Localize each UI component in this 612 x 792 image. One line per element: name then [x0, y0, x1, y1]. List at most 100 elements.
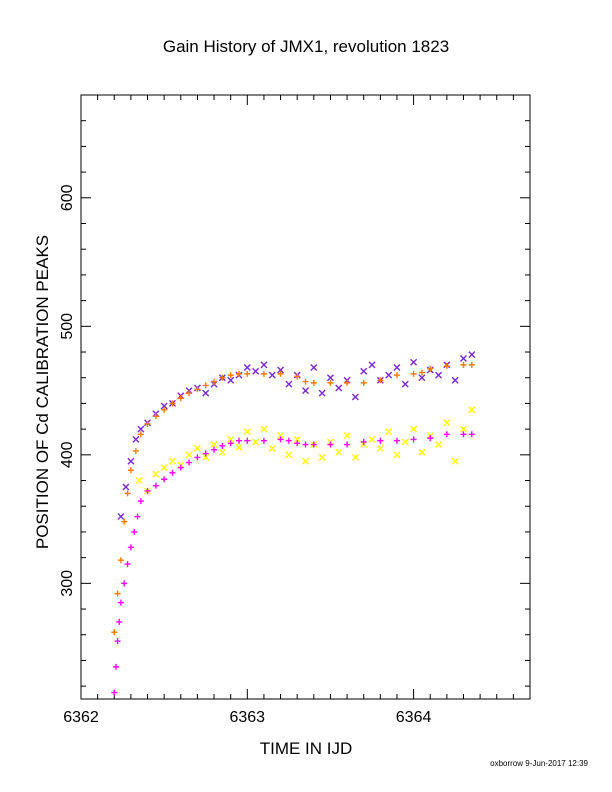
series-3-point [443, 419, 451, 427]
series-3-point [393, 451, 401, 459]
series-1-point [385, 371, 393, 379]
series-2-point [132, 447, 139, 454]
series-2-point [443, 363, 450, 370]
series-4-point [114, 638, 121, 645]
series-1-point [268, 371, 276, 379]
series-4-point [244, 437, 251, 444]
series-1-point [418, 374, 426, 382]
series-2-point [194, 386, 201, 393]
series-3-point [318, 453, 326, 461]
series-3-point [351, 453, 359, 461]
x-axis-label: TIME IN IJD [260, 739, 353, 758]
series-1-point [122, 483, 130, 491]
series-4-point [127, 544, 134, 551]
series-1-point [410, 358, 418, 366]
series-2-point [121, 518, 128, 525]
series-1-point [351, 393, 359, 401]
series-2-point [211, 378, 218, 385]
series-4-point [219, 442, 226, 449]
series-2-point [244, 370, 251, 377]
series-3-point [210, 441, 218, 449]
series-3-point [401, 438, 409, 446]
series-3-point [135, 477, 143, 485]
series-1-point [360, 367, 368, 375]
series-1-point [127, 457, 135, 465]
series-4-point [117, 599, 124, 606]
series-4-point [124, 561, 131, 568]
x-tick-label: 6362 [63, 709, 99, 726]
series-2-point [177, 395, 184, 402]
series-3-point [285, 451, 293, 459]
series-4-point [116, 618, 123, 625]
x-tick-label: 6363 [229, 709, 265, 726]
series-3-point [418, 448, 426, 456]
series-2-point [302, 378, 309, 385]
series-3-point [451, 457, 459, 465]
series-1-point [310, 363, 318, 371]
series-2-point [144, 420, 151, 427]
series-4-point [427, 435, 434, 442]
series-4-point [137, 498, 144, 505]
series-4-point [186, 459, 193, 466]
series-2-point [219, 374, 226, 381]
series-4-point [468, 431, 475, 438]
series-2-point [169, 400, 176, 407]
series-2-point [124, 490, 131, 497]
series-2-point [418, 369, 425, 376]
series-2-point [202, 382, 209, 389]
series-3-point [227, 435, 235, 443]
series-3-point [435, 441, 443, 449]
series-3-point [160, 464, 168, 472]
series-1-point [393, 363, 401, 371]
footer-stamp: oxborrow 9-Jun-2017 12:39 [490, 759, 588, 768]
series-3-point [218, 448, 226, 456]
series-4-point [211, 446, 218, 453]
series-1-point [335, 384, 343, 392]
series-4-point [111, 689, 118, 696]
chart-title: Gain History of JMX1, revolution 1823 [163, 37, 449, 56]
series-3-point [152, 470, 160, 478]
series-1-point [401, 380, 409, 388]
series-2-point [410, 370, 417, 377]
tick-labels: 300 400 500 600 6362 6363 6364 [59, 184, 431, 726]
series-2-point [277, 370, 284, 377]
series-2-point [152, 413, 159, 420]
series-3-point [260, 425, 268, 433]
series-1-point [277, 366, 285, 374]
series-2-point [114, 590, 121, 597]
series-4-point [194, 454, 201, 461]
data-points [111, 351, 476, 696]
series-1-point [468, 351, 476, 359]
y-axis-label: POSITION OF Cd CALIBRATION PEAKS [33, 235, 52, 549]
y-tick-label: 600 [59, 184, 76, 211]
series-2-point [117, 557, 124, 564]
series-1-point [302, 387, 309, 395]
series-1-point [252, 367, 260, 375]
series-1-point [435, 371, 443, 379]
y-tick-label: 500 [59, 313, 76, 340]
plot-frame [80, 94, 531, 700]
series-3-point [268, 444, 276, 452]
series-1-point [459, 354, 467, 362]
series-4-point [161, 476, 168, 483]
series-4-point [277, 436, 284, 443]
series-4-point [112, 663, 119, 670]
series-2-point [468, 361, 475, 368]
series-2-point [460, 361, 467, 368]
series-1-point [368, 361, 376, 369]
axis-ticks [80, 94, 531, 699]
series-4-point [460, 431, 467, 438]
x-tick-label: 6364 [396, 709, 432, 726]
series-3-point [385, 428, 393, 436]
series-3-point [335, 448, 343, 456]
series-2-point [377, 377, 384, 384]
series-3-point [459, 425, 467, 433]
series-4-point [131, 528, 138, 535]
series-4-point [169, 469, 176, 476]
series-4-point [302, 441, 309, 448]
series-1-point [326, 374, 334, 382]
series-4-point [152, 482, 159, 489]
series-3-point [302, 457, 309, 465]
series-1-point [160, 402, 168, 410]
